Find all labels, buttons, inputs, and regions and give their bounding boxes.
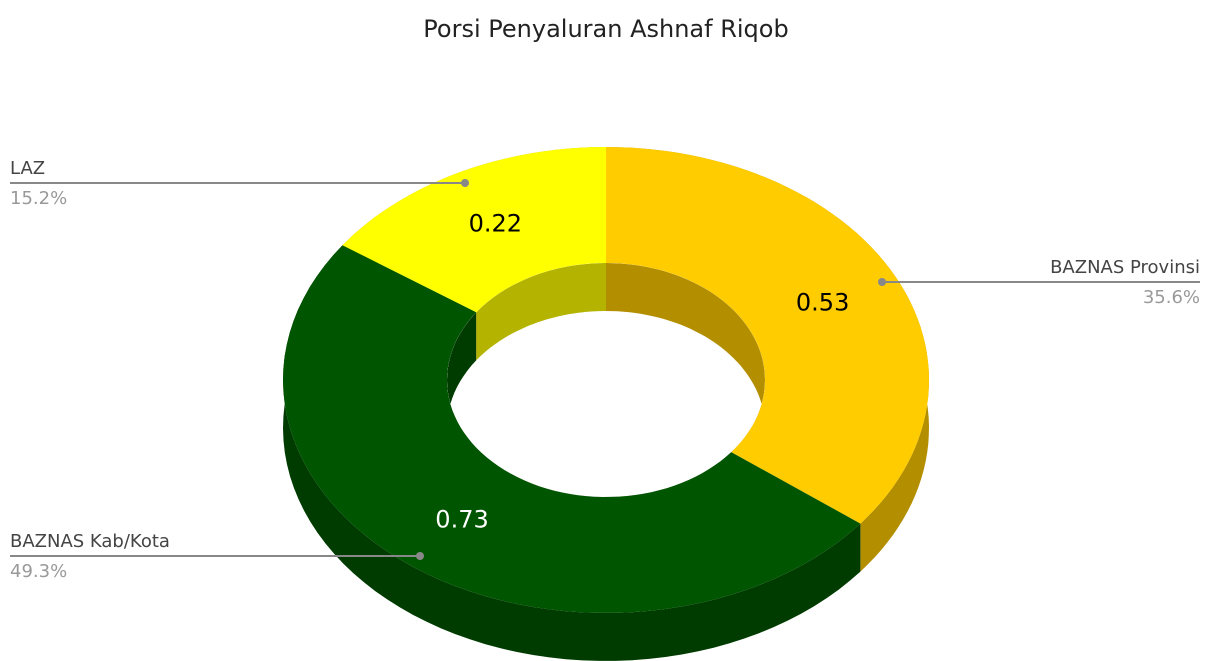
category-label: LAZ	[10, 158, 45, 179]
leader-dot	[878, 278, 886, 286]
leader-dot	[416, 552, 424, 560]
value-label: 0.53	[796, 288, 849, 316]
slice-inner-wall	[606, 263, 765, 497]
category-label: BAZNAS Kab/Kota	[10, 531, 170, 552]
percent-label: 15.2%	[10, 188, 67, 209]
value-label: 0.73	[435, 505, 488, 533]
slice	[283, 245, 861, 613]
value-label: 0.22	[469, 210, 522, 238]
percent-label: 35.6%	[1143, 287, 1200, 308]
slice-inner-wall	[476, 263, 606, 361]
slice	[342, 147, 606, 313]
percent-label: 49.3%	[10, 561, 67, 582]
leader-dot	[461, 179, 469, 187]
chart-title: Porsi Penyaluran Ashnaf Riqob	[423, 15, 788, 43]
slice	[606, 147, 929, 524]
category-label: BAZNAS Provinsi	[1050, 257, 1200, 278]
